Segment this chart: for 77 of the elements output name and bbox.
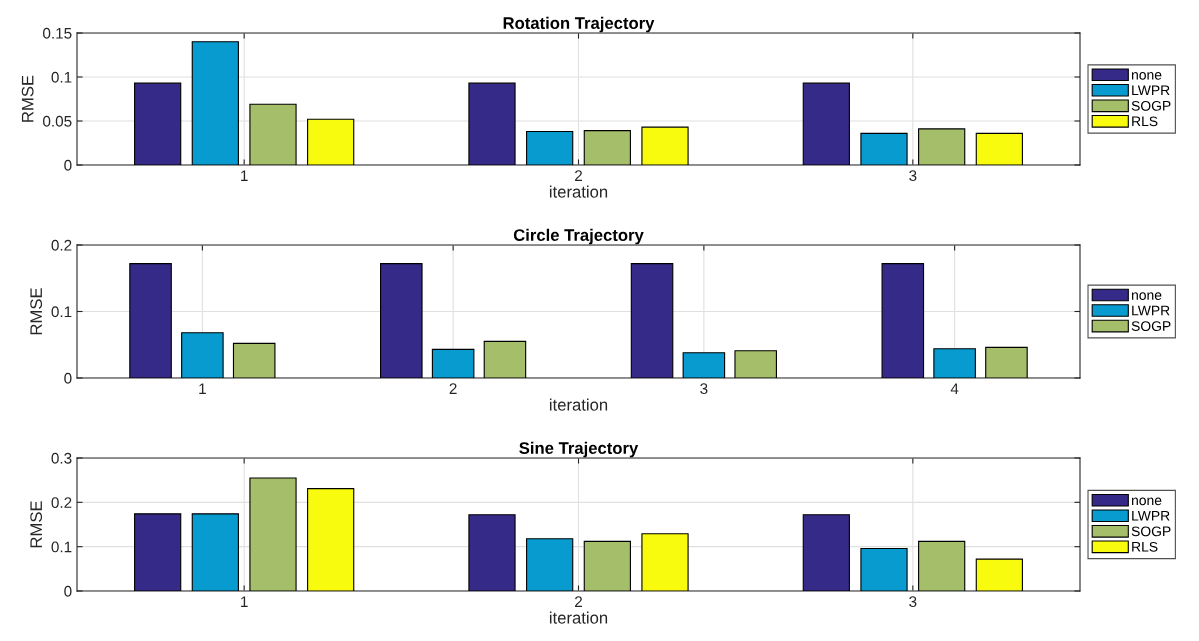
y-tick-label: 0.1	[51, 306, 72, 318]
chart-title: Sine Trajectory	[519, 441, 639, 458]
x-tick-label: 1	[241, 596, 248, 607]
bar	[734, 350, 777, 378]
bar	[975, 558, 1023, 591]
bar	[802, 82, 850, 165]
y-tick-label: 0	[64, 585, 72, 597]
bar	[881, 263, 925, 378]
bar	[307, 488, 355, 591]
y-tick-label: 0.2	[51, 497, 72, 509]
bar	[134, 82, 182, 165]
bar	[682, 352, 726, 378]
y-axis-title: RMSE	[30, 288, 43, 335]
x-tick-label: 2	[575, 596, 582, 607]
bar	[918, 540, 966, 591]
y-tick-label: 0.3	[51, 452, 72, 464]
x-axis-title: iteration	[549, 398, 608, 411]
y-tick-label: 0.15	[43, 27, 72, 39]
bar	[526, 131, 574, 165]
legend-label: SOGP	[1131, 321, 1171, 331]
bar	[307, 118, 355, 165]
legend-label: SOGP	[1131, 100, 1171, 111]
legend-label: RLS	[1132, 116, 1158, 127]
y-tick-label: 0.1	[51, 541, 72, 553]
bar	[431, 348, 475, 378]
y-tick-label: 0.05	[43, 115, 72, 127]
legend-label: SOGP	[1131, 526, 1171, 537]
bar	[232, 342, 276, 378]
bar	[802, 514, 850, 591]
chart-title: Circle Trajectory	[513, 228, 644, 245]
legend-label: none	[1132, 497, 1162, 506]
bar	[191, 513, 239, 591]
x-tick-label: 3	[909, 596, 917, 608]
legend-label: LWPR	[1132, 85, 1170, 96]
bar	[134, 513, 182, 591]
bar	[583, 540, 631, 591]
bar	[468, 82, 516, 165]
bar	[630, 263, 674, 378]
bar	[526, 538, 574, 591]
legend-label: LWPR	[1132, 511, 1170, 521]
legend-label: RLS	[1132, 541, 1158, 552]
x-axis-title: iteration	[549, 611, 608, 624]
bar	[249, 103, 297, 165]
bar	[985, 346, 1028, 378]
x-tick-label: 1	[199, 383, 206, 394]
y-tick-label: 0.2	[51, 239, 72, 251]
y-axis-title: RMSE	[30, 501, 43, 548]
bar	[641, 533, 689, 591]
chart-title: Rotation Trajectory	[503, 16, 655, 33]
bar	[860, 132, 908, 165]
y-tick-label: 0	[64, 159, 72, 171]
bar	[860, 547, 908, 591]
y-tick-label: 0	[64, 372, 72, 384]
bar	[468, 514, 516, 591]
bar	[918, 128, 966, 165]
bar	[483, 340, 527, 378]
x-tick-label: 1	[241, 170, 248, 181]
x-tick-label: 4	[950, 383, 959, 394]
x-tick-label: 2	[449, 383, 457, 394]
bar	[129, 263, 172, 378]
legend-label: LWPR	[1132, 305, 1170, 316]
x-tick-label: 3	[909, 170, 917, 182]
bar	[641, 126, 689, 165]
y-axis-title: RMSE	[21, 75, 34, 122]
y-tick-label: 0.1	[51, 71, 72, 83]
x-tick-label: 2	[575, 170, 582, 181]
bar	[380, 263, 423, 378]
bar	[249, 477, 297, 591]
x-axis-title: iteration	[549, 185, 608, 198]
legend-label: none	[1132, 292, 1162, 300]
bar	[975, 132, 1023, 165]
legend-label: none	[1132, 72, 1162, 80]
bar	[181, 332, 224, 378]
bar	[191, 41, 239, 165]
bar	[933, 348, 976, 378]
x-tick-label: 3	[700, 383, 708, 395]
bar	[583, 130, 631, 165]
